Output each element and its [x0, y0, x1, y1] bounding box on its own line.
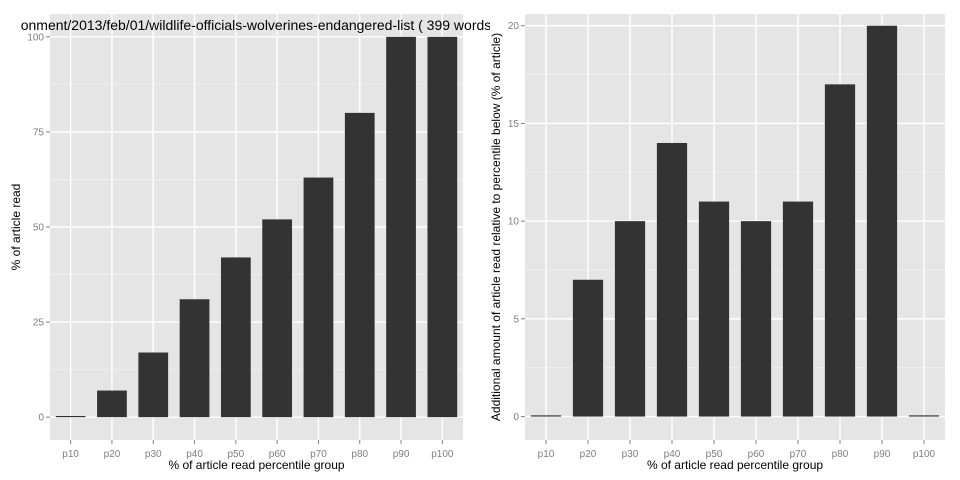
x-tick-label: p80: [351, 449, 368, 460]
x-tick-label: p90: [393, 449, 410, 460]
x-tick-label: p40: [664, 449, 681, 460]
bar-p90: [866, 25, 898, 417]
bar-p20: [97, 390, 127, 418]
chart-panel-2: 0 5 10 15 20 p10 p20 p30 p40 p50 p60 p70 p80 p90 p100%…: [489, 14, 945, 472]
bar-p70: [782, 201, 814, 417]
bar-p80: [824, 84, 856, 417]
chart-title: onment/2013/feb/01/wildlife-officials-wo…: [21, 17, 492, 33]
y-tick-label: 20: [508, 21, 520, 32]
y-tick-label: 25: [33, 318, 45, 329]
chart-panel-1: 0 25 50 75 100 p10 p20 p30 p40 p50 p60 p70 p80 p90 p10…: [9, 14, 492, 472]
x-tick-label: p10: [62, 449, 79, 460]
y-tick-label: 100: [27, 32, 44, 43]
x-tick-label: p70: [790, 449, 807, 460]
bar-p30: [614, 221, 646, 417]
x-tick-label: p50: [706, 449, 723, 460]
bar-p60: [740, 221, 772, 417]
x-tick-label: p60: [269, 449, 286, 460]
y-tick-label: 10: [508, 217, 520, 228]
bar-p100: [908, 415, 940, 417]
y-axis-title: Additional amount of article read relati…: [489, 33, 503, 421]
y-axis-title: % of article read: [9, 184, 23, 271]
x-tick-label: p10: [538, 449, 555, 460]
x-tick-label: p100: [431, 449, 454, 460]
y-tick-label: 75: [33, 127, 45, 138]
bar-p60: [262, 219, 293, 418]
y-tick-label: 0: [38, 413, 44, 424]
x-tick-label: p90: [874, 449, 891, 460]
x-tick-label: p50: [228, 449, 245, 460]
bar-p90: [386, 36, 416, 418]
x-tick-label: p80: [832, 449, 849, 460]
x-tick-label: p30: [622, 449, 639, 460]
x-tick-label: p70: [310, 449, 327, 460]
y-tick-label: 5: [513, 314, 519, 325]
x-tick-label: p40: [186, 449, 203, 460]
bar-p50: [220, 257, 251, 418]
bar-p20: [572, 279, 604, 417]
bar-p70: [303, 177, 334, 418]
y-tick-label: 15: [508, 119, 520, 130]
x-tick-label: p30: [145, 449, 162, 460]
bar-p50: [698, 201, 730, 417]
bar-p40: [656, 142, 688, 417]
bar-p80: [344, 112, 375, 418]
x-axis-title: % of article read percentile group: [647, 458, 823, 472]
x-tick-label: p100: [913, 449, 936, 460]
bar-p30: [138, 352, 169, 418]
y-tick-label: 50: [33, 223, 45, 234]
x-tick-label: p60: [748, 449, 765, 460]
x-tick-label: p20: [104, 449, 121, 460]
bar-p10: [530, 415, 562, 417]
y-tick-label: 0: [513, 412, 519, 423]
bar-p40: [179, 299, 210, 418]
bar-p10: [55, 415, 86, 418]
x-tick-label: p20: [580, 449, 597, 460]
bar-p100: [427, 36, 458, 418]
x-axis-title: % of article read percentile group: [168, 458, 344, 472]
